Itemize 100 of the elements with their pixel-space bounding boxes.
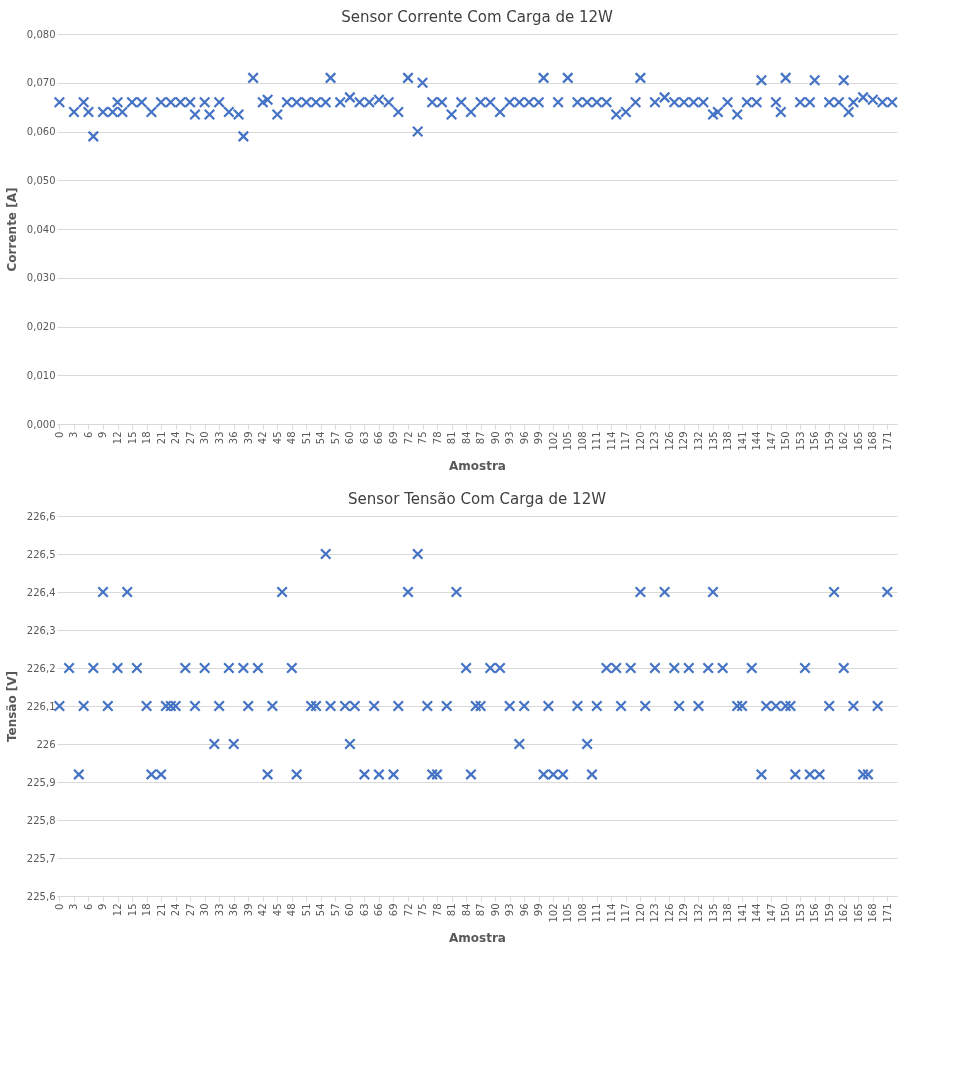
y-tick-label: 226,6 [26, 510, 56, 522]
x-tick-label: 171 [881, 903, 893, 923]
chart-title: Sensor Corrente Com Carga de 12W [341, 8, 614, 26]
x-tick-label: 60 [344, 903, 356, 917]
x-tick-label: 6 [82, 903, 94, 910]
x-tick-label: 12 [112, 431, 124, 445]
chart-title: Sensor Tensão Com Carga de 12W [347, 490, 607, 508]
x-tick-label: 39 [242, 431, 254, 445]
x-tick-label: 165 [852, 431, 864, 451]
x-tick-label: 93 [504, 903, 516, 917]
x-tick-label: 54 [315, 431, 327, 445]
x-tick-label: 3 [68, 903, 80, 910]
x-tick-label: 75 [417, 431, 429, 445]
x-tick-label: 0 [53, 903, 65, 910]
x-tick-label: 57 [329, 903, 341, 917]
x-tick-label: 129 [678, 431, 690, 451]
x-tick-label: 120 [634, 903, 646, 923]
x-tick-label: 96 [518, 903, 530, 917]
x-tick-label: 51 [300, 431, 312, 445]
x-tick-label: 36 [228, 903, 240, 917]
x-tick-label: 120 [634, 431, 646, 451]
x-tick-label: 132 [693, 431, 704, 451]
x-tick-label: 108 [576, 903, 588, 923]
x-tick-label: 27 [184, 431, 196, 445]
x-tick-label: 63 [358, 431, 370, 445]
x-axis-title: Amostra [449, 458, 506, 473]
x-tick-label: 117 [620, 431, 632, 451]
x-tick-label: 111 [591, 431, 603, 451]
x-tick-label: 105 [562, 431, 574, 451]
x-tick-label: 27 [184, 903, 196, 917]
x-tick-label: 123 [649, 431, 661, 451]
x-tick-label: 150 [780, 903, 792, 923]
x-tick-label: 12 [112, 903, 124, 917]
y-tick-label: 225,9 [26, 776, 56, 788]
x-axis-title: Amostra [449, 930, 506, 945]
x-tick-label: 84 [460, 903, 472, 917]
y-tick-label: 226,2 [26, 662, 56, 674]
x-tick-label: 33 [213, 431, 225, 445]
x-tick-label: 138 [722, 903, 734, 923]
x-tick-label: 108 [576, 431, 588, 451]
y-tick-label: 225,7 [26, 852, 56, 864]
x-tick-label: 102 [547, 431, 559, 451]
x-tick-label: 72 [402, 431, 414, 445]
x-tick-label: 141 [736, 431, 748, 451]
x-tick-label: 168 [867, 903, 879, 923]
x-tick-label: 48 [286, 903, 298, 917]
x-tick-label: 30 [199, 903, 211, 917]
y-tick-label: 226,3 [26, 624, 56, 636]
x-tick-label: 78 [431, 431, 443, 445]
x-tick-label: 105 [562, 903, 574, 923]
x-tick-label: 78 [431, 903, 443, 917]
x-tick-label: 51 [300, 903, 312, 917]
x-tick-label: 156 [809, 431, 821, 451]
y-tick-label: 0,060 [26, 126, 56, 137]
x-tick-label: 156 [809, 903, 821, 923]
x-tick-label: 126 [663, 431, 675, 451]
x-tick-label: 57 [329, 431, 341, 445]
x-tick-label: 141 [736, 903, 748, 923]
x-tick-label: 90 [489, 431, 501, 445]
x-tick-label: 171 [881, 431, 893, 451]
x-tick-label: 99 [533, 431, 545, 445]
x-tick-label: 6 [82, 431, 94, 438]
x-tick-label: 162 [838, 431, 850, 451]
x-tick-label: 81 [446, 431, 458, 445]
y-tick-label: 0,000 [26, 418, 56, 430]
x-tick-label: 99 [533, 903, 545, 917]
x-tick-label: 114 [605, 903, 617, 923]
x-tick-label: 135 [707, 903, 719, 923]
x-tick-label: 123 [649, 903, 661, 923]
x-tick-label: 132 [693, 903, 704, 923]
y-tick-label: 225,8 [26, 814, 56, 826]
x-tick-label: 87 [475, 431, 487, 445]
x-tick-label: 42 [257, 903, 269, 917]
y-tick-label: 226,4 [26, 586, 56, 598]
x-tick-label: 168 [867, 431, 879, 451]
x-tick-label: 75 [417, 903, 429, 917]
x-tick-label: 15 [126, 903, 138, 917]
y-tick-label: 226,1 [26, 700, 56, 712]
x-tick-label: 9 [97, 431, 109, 438]
x-tick-label: 15 [126, 431, 138, 445]
y-tick-label: 0,020 [26, 321, 56, 332]
x-tick-label: 138 [722, 431, 734, 451]
y-tick-label: 0,070 [26, 77, 56, 89]
x-tick-label: 144 [751, 431, 763, 451]
x-tick-label: 162 [838, 903, 850, 923]
y-axis-title: Tensão [V] [4, 670, 19, 743]
x-tick-label: 0 [53, 431, 65, 438]
y-tick-label: 226 [36, 738, 56, 750]
y-tick-label: 0,030 [26, 272, 56, 284]
x-tick-label: 60 [344, 431, 356, 445]
x-tick-label: 69 [387, 431, 399, 445]
x-tick-label: 45 [271, 903, 283, 917]
y-tick-label: 225,6 [26, 890, 56, 902]
x-tick-label: 54 [315, 903, 327, 917]
x-tick-label: 129 [678, 903, 690, 923]
x-tick-label: 135 [707, 431, 719, 451]
y-tick-label: 0,080 [26, 28, 56, 40]
x-tick-label: 66 [373, 903, 385, 917]
x-tick-label: 87 [475, 903, 487, 917]
x-tick-label: 147 [765, 903, 777, 923]
